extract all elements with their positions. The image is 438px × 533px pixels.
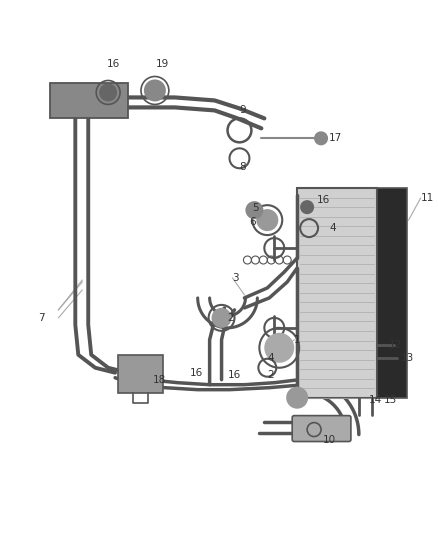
Text: 16: 16 [317,195,330,205]
Text: 14: 14 [369,394,382,405]
Circle shape [258,210,277,230]
Text: 16: 16 [190,368,203,378]
Bar [297,188,377,398]
Text: 16: 16 [106,59,120,69]
Text: 8: 8 [239,162,246,172]
Circle shape [265,334,293,362]
Circle shape [287,387,307,408]
Text: 18: 18 [153,375,166,385]
Text: 13: 13 [401,353,414,363]
Text: 12: 12 [389,340,402,350]
FancyBboxPatch shape [292,416,351,441]
Circle shape [315,132,327,144]
Text: 10: 10 [322,434,336,445]
Circle shape [212,309,230,327]
Text: 19: 19 [156,59,170,69]
Circle shape [301,201,313,213]
Text: 1: 1 [294,335,301,345]
Circle shape [247,202,262,218]
Text: 4: 4 [329,223,336,233]
Text: 9: 9 [239,106,246,116]
Text: 15: 15 [384,394,397,405]
Circle shape [145,80,165,100]
Bar [50,84,128,118]
Text: 7: 7 [39,313,45,323]
Text: 3: 3 [233,273,239,283]
Bar [377,188,406,398]
Text: 11: 11 [420,193,434,203]
Text: 5: 5 [252,203,259,213]
Text: 4: 4 [267,353,274,363]
Circle shape [100,84,116,100]
Text: 17: 17 [329,133,342,143]
Text: 2: 2 [267,370,274,379]
Text: 2: 2 [227,313,234,323]
Text: 16: 16 [227,370,241,379]
Bar [118,355,163,393]
Text: 6: 6 [249,217,256,227]
